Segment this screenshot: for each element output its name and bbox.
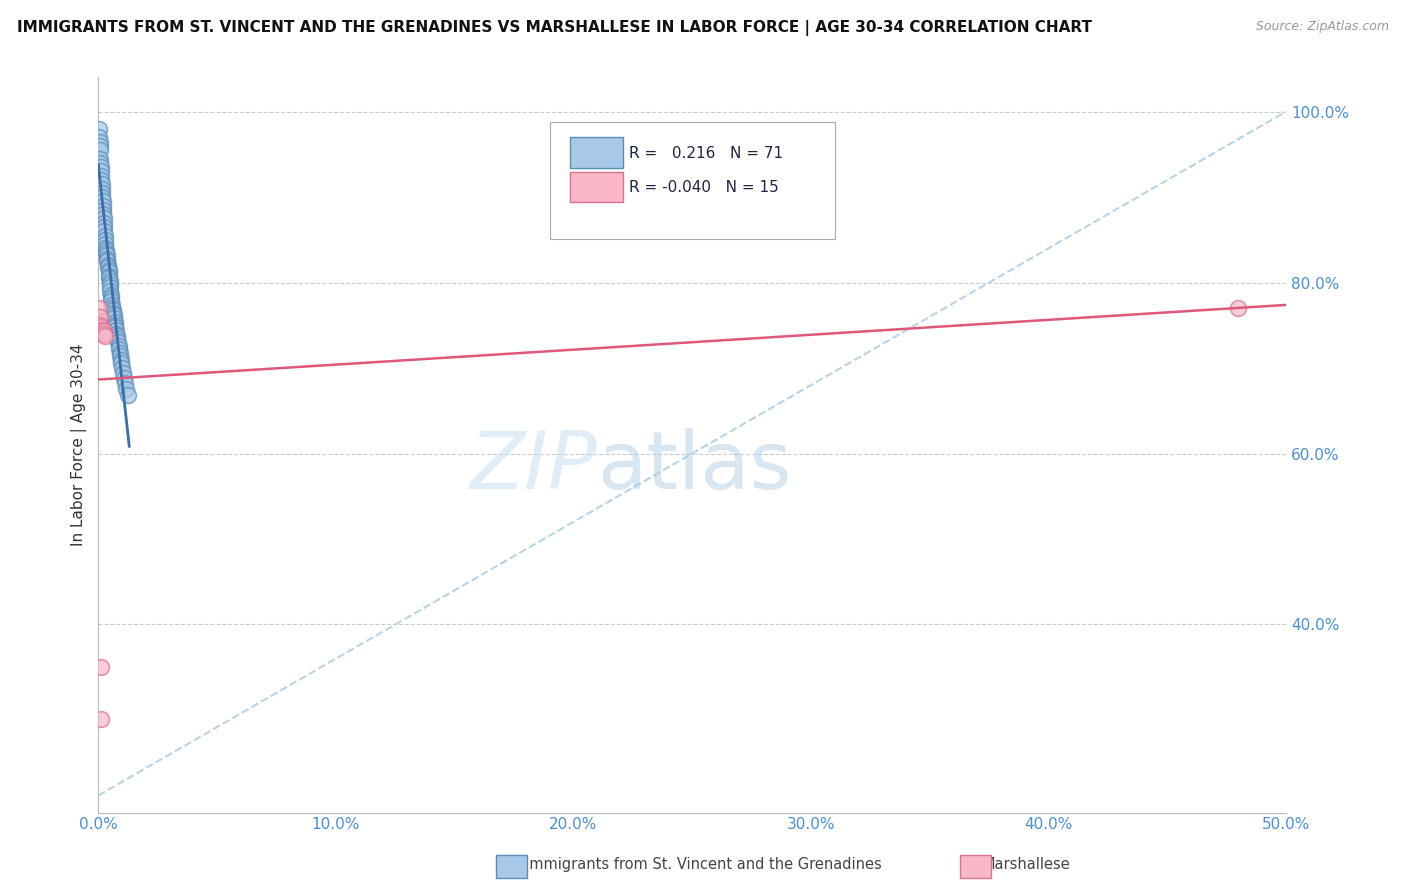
- Point: [104, 318, 127, 333]
- Point: [90, 173, 112, 187]
- Point: [117, 388, 139, 402]
- Point: [90, 160, 112, 174]
- Point: [100, 291, 122, 305]
- Text: Immigrants from St. Vincent and the Grenadines: Immigrants from St. Vincent and the Gren…: [524, 857, 882, 872]
- Point: [93, 224, 115, 238]
- Text: R = -0.040   N = 15: R = -0.040 N = 15: [630, 180, 779, 195]
- Point: [89, 314, 111, 328]
- Point: [104, 323, 127, 337]
- Point: [111, 361, 134, 376]
- Point: [100, 288, 122, 302]
- Point: [108, 343, 131, 357]
- Point: [91, 194, 114, 209]
- Point: [97, 265, 120, 279]
- Point: [89, 156, 111, 170]
- Point: [96, 254, 118, 268]
- Point: [107, 335, 129, 350]
- Point: [93, 211, 115, 226]
- Point: [103, 311, 125, 326]
- Point: [112, 371, 135, 385]
- Point: [90, 164, 112, 178]
- Point: [110, 352, 132, 367]
- Text: Marshallese: Marshallese: [983, 857, 1070, 872]
- Text: R =   0.216   N = 71: R = 0.216 N = 71: [630, 145, 783, 161]
- Point: [101, 305, 124, 319]
- Point: [91, 202, 114, 217]
- Text: atlas: atlas: [598, 428, 792, 506]
- Point: [91, 207, 114, 221]
- Text: IMMIGRANTS FROM ST. VINCENT AND THE GRENADINES VS MARSHALLESE IN LABOR FORCE | A: IMMIGRANTS FROM ST. VINCENT AND THE GREN…: [17, 20, 1092, 36]
- Point: [103, 315, 125, 329]
- Point: [93, 220, 115, 235]
- Point: [108, 345, 131, 359]
- Y-axis label: In Labor Force | Age 30-34: In Labor Force | Age 30-34: [72, 343, 87, 546]
- Point: [105, 332, 128, 346]
- Point: [90, 660, 112, 674]
- Point: [87, 121, 110, 136]
- Point: [97, 262, 120, 277]
- Point: [98, 280, 121, 294]
- Point: [98, 284, 121, 298]
- Point: [96, 248, 118, 262]
- Point: [104, 320, 127, 334]
- Point: [90, 712, 112, 726]
- Point: [90, 181, 112, 195]
- Point: [115, 383, 138, 397]
- Point: [110, 356, 132, 370]
- Point: [93, 216, 115, 230]
- Point: [89, 130, 111, 145]
- Point: [94, 237, 117, 252]
- Point: [96, 245, 118, 260]
- Point: [101, 298, 124, 312]
- Point: [91, 323, 114, 337]
- Point: [90, 323, 112, 337]
- Point: [98, 274, 121, 288]
- Point: [105, 329, 128, 343]
- Text: Source: ZipAtlas.com: Source: ZipAtlas.com: [1256, 20, 1389, 33]
- Point: [97, 259, 120, 273]
- Point: [97, 260, 120, 275]
- Point: [90, 169, 112, 183]
- Point: [89, 135, 111, 149]
- Point: [105, 326, 128, 341]
- Point: [89, 318, 111, 333]
- Point: [90, 325, 112, 339]
- FancyBboxPatch shape: [569, 137, 623, 168]
- Point: [101, 301, 124, 316]
- Point: [91, 190, 114, 204]
- Point: [94, 328, 117, 343]
- Point: [98, 271, 121, 285]
- Point: [98, 277, 121, 292]
- Point: [1227, 301, 1250, 316]
- Point: [91, 326, 114, 341]
- FancyBboxPatch shape: [550, 121, 835, 239]
- Point: [90, 320, 112, 334]
- Point: [93, 228, 115, 243]
- Point: [96, 252, 118, 266]
- Point: [93, 326, 115, 341]
- FancyBboxPatch shape: [569, 171, 623, 202]
- Point: [108, 349, 131, 363]
- Point: [98, 268, 121, 283]
- Point: [94, 241, 117, 255]
- Point: [87, 301, 110, 316]
- Point: [94, 233, 117, 247]
- Point: [89, 143, 111, 157]
- Point: [114, 376, 136, 391]
- Point: [100, 294, 122, 309]
- Point: [89, 138, 111, 153]
- Point: [94, 243, 117, 257]
- Text: ZIP: ZIP: [470, 428, 598, 506]
- Point: [112, 366, 135, 380]
- Point: [89, 152, 111, 166]
- Point: [89, 310, 111, 324]
- Point: [93, 324, 115, 338]
- Point: [107, 339, 129, 353]
- Point: [103, 308, 125, 322]
- Point: [101, 302, 124, 317]
- Point: [90, 178, 112, 192]
- Point: [91, 199, 114, 213]
- Point: [91, 186, 114, 200]
